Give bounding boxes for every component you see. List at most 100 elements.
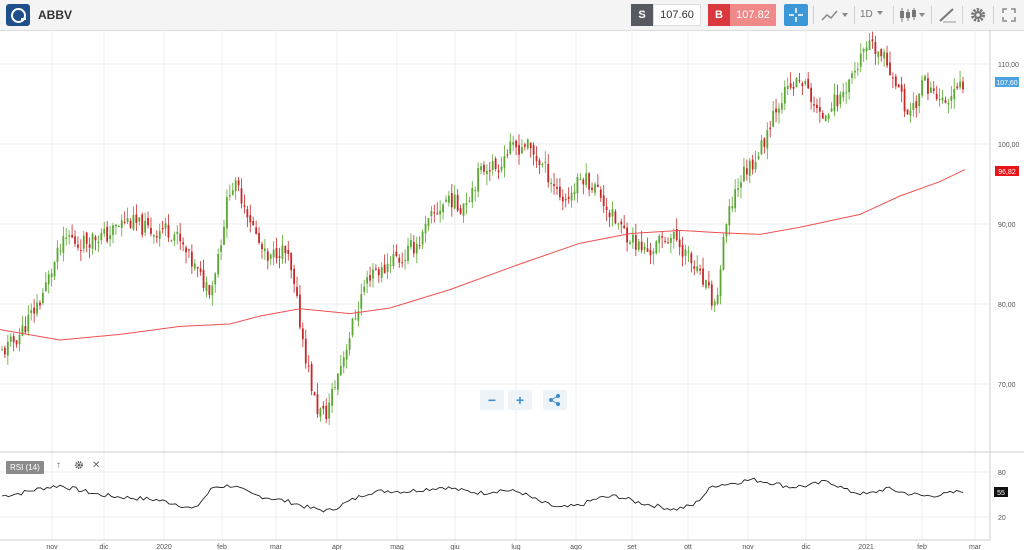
move-up-icon[interactable]: ↑ [56, 460, 61, 471]
candle-body [345, 349, 348, 360]
candle-body [138, 217, 141, 222]
zoom-out-button[interactable]: − [480, 390, 504, 410]
candle-body [445, 199, 447, 202]
line-chart-type-icon[interactable] [820, 6, 850, 24]
candle-body [611, 209, 614, 217]
price-tick-label: 80,00 [998, 302, 1016, 309]
candle-body [208, 285, 211, 295]
candle-body [430, 210, 433, 217]
candlestick-series [1, 31, 964, 426]
candle-body [36, 302, 38, 314]
candle-body [868, 40, 871, 51]
candle-body [804, 81, 807, 84]
candle-body [748, 160, 751, 176]
candle-body [100, 232, 103, 241]
candle-body [763, 138, 766, 147]
sell-price[interactable]: 107.60 [653, 4, 701, 26]
time-tick-label: feb [217, 544, 227, 550]
buy-button[interactable]: B [708, 4, 730, 26]
candle-body [956, 86, 959, 89]
symbol-label[interactable]: ABBV [38, 8, 73, 22]
candle-body [521, 147, 523, 154]
candle-body [766, 130, 769, 149]
candle-body [912, 102, 915, 111]
remove-indicator-icon[interactable]: ✕ [92, 460, 101, 471]
candle-body [339, 366, 342, 376]
candle-body [602, 195, 605, 207]
price-tick-label: 70,00 [998, 382, 1016, 389]
candle-body [851, 73, 853, 78]
time-tick-label: lug [511, 544, 520, 550]
zoom-in-button[interactable]: + [508, 390, 532, 410]
candle-body [719, 268, 722, 297]
candle-body [258, 232, 260, 243]
candle-body [553, 184, 555, 187]
candle-body [389, 264, 392, 266]
time-axis: nov dic 2020 feb mar apr mag giu lug ago set ott nov… [46, 544, 981, 550]
candle-body [629, 242, 631, 245]
candle-body [211, 285, 214, 296]
candle-body [772, 110, 775, 127]
candle-body [874, 42, 877, 55]
candle-body [900, 84, 903, 92]
sell-button[interactable]: S [631, 4, 653, 26]
candle-body [897, 84, 900, 88]
candle-body [310, 363, 313, 392]
candle-body [442, 204, 444, 213]
candle-body [564, 199, 567, 201]
candle-body [287, 250, 290, 254]
candle-body [1, 349, 3, 351]
candle-body [550, 182, 553, 185]
crosshair-icon[interactable] [784, 4, 808, 26]
drawing-tools-icon[interactable] [937, 6, 959, 24]
time-tick-label: nov [742, 544, 754, 550]
price-chart[interactable]: 110,00 100,00 90,00 80,00 70,00 nov dic 2020 fe… [0, 30, 1024, 550]
candle-body [652, 251, 655, 254]
candle-body [526, 139, 529, 149]
candle-body [807, 78, 810, 89]
candle-body [407, 245, 409, 262]
candle-body [886, 52, 888, 66]
candle-body [579, 179, 582, 181]
buy-price[interactable]: 107.82 [730, 4, 776, 26]
candle-body [480, 166, 482, 171]
candle-body [164, 223, 167, 229]
chart-toolbar: ABBV S 107.60 B 107.82 1D [0, 0, 1024, 31]
candle-body [582, 179, 585, 185]
candle-body [357, 311, 360, 321]
indicator-settings-icon[interactable] [74, 460, 84, 473]
toolbar-divider [962, 6, 963, 24]
candle-body [401, 262, 404, 264]
rsi-indicator-label[interactable]: RSI (14) [6, 461, 44, 474]
expand-icon[interactable] [1000, 6, 1020, 24]
candle-body [702, 268, 704, 285]
candle-body [518, 144, 520, 155]
time-tick-label: mar [969, 544, 982, 550]
candle-body [377, 269, 380, 276]
candle-body [342, 357, 345, 367]
candle-body [786, 85, 789, 89]
logo-icon[interactable] [6, 4, 30, 26]
candle-body [658, 236, 661, 244]
candle-body [412, 241, 415, 254]
candle-body [18, 334, 21, 345]
candle-body [217, 253, 220, 275]
candle-body [296, 287, 298, 296]
candle-body [205, 281, 208, 291]
candle-body [88, 244, 91, 248]
candle-body [252, 221, 255, 225]
candle-body [950, 96, 953, 101]
candle-body [465, 203, 468, 206]
timeframe-select[interactable]: 1D [860, 6, 890, 24]
share-button[interactable] [543, 390, 567, 410]
candle-body [147, 217, 149, 226]
candle-body [821, 112, 824, 119]
candle-body [745, 168, 748, 175]
candlestick-icon[interactable] [898, 6, 928, 24]
candle-body [488, 170, 491, 172]
candle-body [716, 294, 719, 305]
candle-body [240, 188, 243, 204]
candle-body [757, 156, 760, 159]
candle-body [483, 164, 485, 172]
settings-icon[interactable] [969, 6, 989, 24]
